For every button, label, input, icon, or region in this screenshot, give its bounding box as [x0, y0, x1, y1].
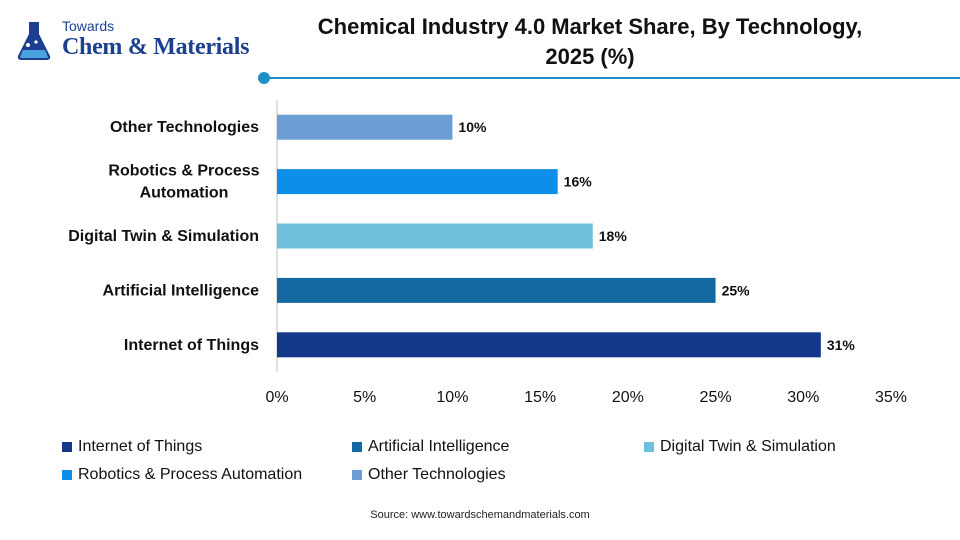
legend-item-0: Internet of Things [62, 438, 202, 456]
legend-swatch-4 [352, 470, 362, 480]
title-divider [264, 77, 960, 79]
x-tick-label-4: 20% [612, 389, 644, 406]
x-tick-label-7: 35% [875, 389, 907, 406]
chart-title-line-2: 2025 (%) [545, 44, 635, 69]
legend-item-3: Robotics & Process Automation [62, 466, 302, 484]
x-tick-label-3: 15% [524, 389, 556, 406]
data-label-1: 25% [722, 282, 751, 298]
bar-0 [277, 332, 821, 358]
legend-label-1: Artificial Intelligence [368, 438, 510, 455]
legend-label-3: Robotics & Process Automation [78, 466, 303, 483]
legend-swatch-1 [352, 442, 362, 452]
category-label-3: Robotics & Process Automation [108, 163, 259, 202]
legend-label-0: Internet of Things [78, 438, 203, 455]
legend-item-2: Digital Twin & Simulation [644, 438, 836, 456]
legend-swatch-0 [62, 442, 72, 452]
legend-label-2: Digital Twin & Simulation [660, 438, 836, 455]
bar-chart: 31% Internet of Things 25% Artificial Intel… [68, 100, 907, 406]
x-tick-label-2: 10% [436, 389, 468, 406]
source-note: Source: www.towardschemandmaterials.com [370, 509, 590, 521]
bar-2 [277, 223, 593, 249]
x-tick-label-6: 30% [787, 389, 819, 406]
bar-4 [277, 114, 453, 140]
data-label-2: 18% [599, 228, 628, 244]
legend-swatch-2 [644, 442, 654, 452]
legend-item-4: Other Technologies [352, 466, 506, 484]
data-label-0: 31% [827, 337, 856, 353]
category-label-2: Digital Twin & Simulation [68, 228, 259, 245]
logo-towards-text: Towards [62, 18, 115, 34]
bar-1 [277, 277, 716, 303]
x-tick-label-5: 25% [700, 389, 732, 406]
category-label-0: Internet of Things [124, 337, 259, 354]
title-divider-dot [258, 72, 270, 84]
category-label-1: Artificial Intelligence [103, 282, 260, 299]
x-tick-label-1: 5% [353, 389, 376, 406]
logo-name-text: Chem & Materials [62, 34, 250, 60]
flask-icon [17, 22, 51, 60]
x-tick-label-0: 0% [265, 389, 288, 406]
data-label-3: 16% [564, 174, 593, 190]
legend-swatch-3 [62, 470, 72, 480]
chart-legend: Internet of Things Artificial Intelligenc… [62, 438, 942, 494]
chart-title-line-1: Chemical Industry 4.0 Market Share, By T… [317, 14, 863, 39]
bar-3 [277, 169, 558, 195]
category-label-4: Other Technologies [110, 119, 259, 136]
chart-title: Chemical Industry 4.0 Market Share, By T… [290, 12, 890, 72]
legend-item-1: Artificial Intelligence [352, 438, 509, 456]
legend-label-4: Other Technologies [368, 466, 506, 483]
data-label-4: 10% [458, 119, 487, 135]
brand-logo: Towards Chem & Materials [14, 16, 254, 66]
